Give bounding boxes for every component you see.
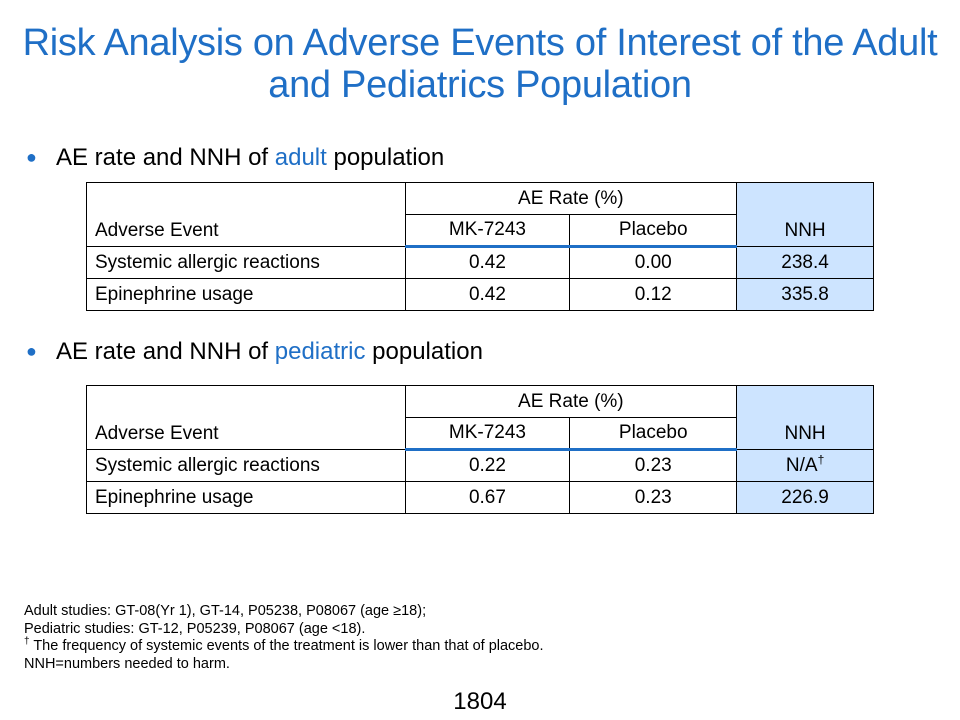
footnotes: Adult studies: GT-08(Yr 1), GT-14, P0523… [24, 603, 544, 673]
nnh-value: 238.4 [781, 251, 829, 273]
cell-placebo-rate: 0.00 [569, 246, 738, 279]
pediatric-ae-table: Adverse Event AE Rate (%) NNH MK-7243 Pl… [86, 385, 874, 514]
nnh-value: 226.9 [781, 486, 829, 508]
bullet-highlight: pediatric [274, 338, 366, 365]
header-placebo: Placebo [569, 214, 738, 248]
bullet-dot-icon: ● [26, 147, 37, 167]
nnh-value: N/A [785, 454, 818, 476]
header-ae-rate: AE Rate (%) [404, 385, 738, 418]
dagger-mark: † [24, 636, 30, 648]
table-row: Systemic allergic reactions 0.22 0.23 N/… [86, 449, 874, 482]
cell-placebo-rate: 0.23 [569, 449, 738, 482]
slide-title: Risk Analysis on Adverse Events of Inter… [22, 22, 938, 106]
header-ae-rate: AE Rate (%) [404, 182, 738, 215]
cell-nnh: 226.9 [736, 481, 874, 514]
adult-ae-table: Adverse Event AE Rate (%) NNH MK-7243 Pl… [86, 182, 874, 311]
bullet-text-suffix: population [365, 338, 483, 365]
header-mk7243: MK-7243 [404, 214, 571, 248]
footnote-pediatric-studies: Pediatric studies: GT-12, P05239, P08067… [24, 620, 366, 637]
header-mk7243: MK-7243 [404, 417, 571, 451]
cell-placebo-rate: 0.12 [569, 278, 738, 311]
dagger-note-text: The frequency of systemic events of the … [29, 638, 544, 654]
cell-event: Epinephrine usage [86, 481, 406, 514]
cell-drug-rate: 0.22 [404, 449, 571, 482]
bullet-text-suffix: population [326, 144, 445, 171]
cell-event: Systemic allergic reactions [86, 246, 406, 279]
cell-event: Systemic allergic reactions [86, 449, 406, 482]
cell-event: Epinephrine usage [86, 278, 406, 311]
table-row: Systemic allergic reactions 0.42 0.00 23… [86, 246, 874, 279]
cell-drug-rate: 0.42 [404, 278, 571, 311]
header-nnh: NNH [736, 385, 874, 450]
cell-placebo-rate: 0.23 [569, 481, 738, 514]
cell-nnh: 335.8 [736, 278, 874, 311]
cell-drug-rate: 0.67 [404, 481, 571, 514]
nnh-value: 335.8 [781, 283, 829, 305]
header-adverse-event: Adverse Event [86, 385, 406, 450]
cell-drug-rate: 0.42 [404, 246, 571, 279]
table-row: Epinephrine usage 0.67 0.23 226.9 [86, 481, 874, 514]
table-row: Epinephrine usage 0.42 0.12 335.8 [86, 278, 874, 311]
bullet-dot-icon: ● [26, 341, 37, 361]
bullet-text-prefix: AE rate and NNH of [56, 338, 275, 365]
header-adverse-event: Adverse Event [86, 182, 406, 247]
footnote-dagger-note: † The frequency of systemic events of th… [24, 636, 544, 656]
bullet-pediatric-population: ● AE rate and NNH of pediatric population [26, 337, 483, 366]
header-nnh: NNH [736, 182, 874, 247]
footnote-adult-studies: Adult studies: GT-08(Yr 1), GT-14, P0523… [24, 603, 427, 619]
bullet-adult-population: ● AE rate and NNH of adult population [26, 143, 444, 172]
bullet-highlight: adult [274, 144, 327, 171]
bullet-text-prefix: AE rate and NNH of [56, 144, 275, 171]
header-placebo: Placebo [569, 417, 738, 451]
cell-nnh: N/A† [736, 449, 874, 482]
cell-nnh: 238.4 [736, 246, 874, 279]
nnh-footnote-mark: † [817, 452, 825, 467]
page-number: 1804 [453, 688, 507, 715]
footnote-nnh-definition: NNH=numbers needed to harm. [24, 655, 230, 672]
